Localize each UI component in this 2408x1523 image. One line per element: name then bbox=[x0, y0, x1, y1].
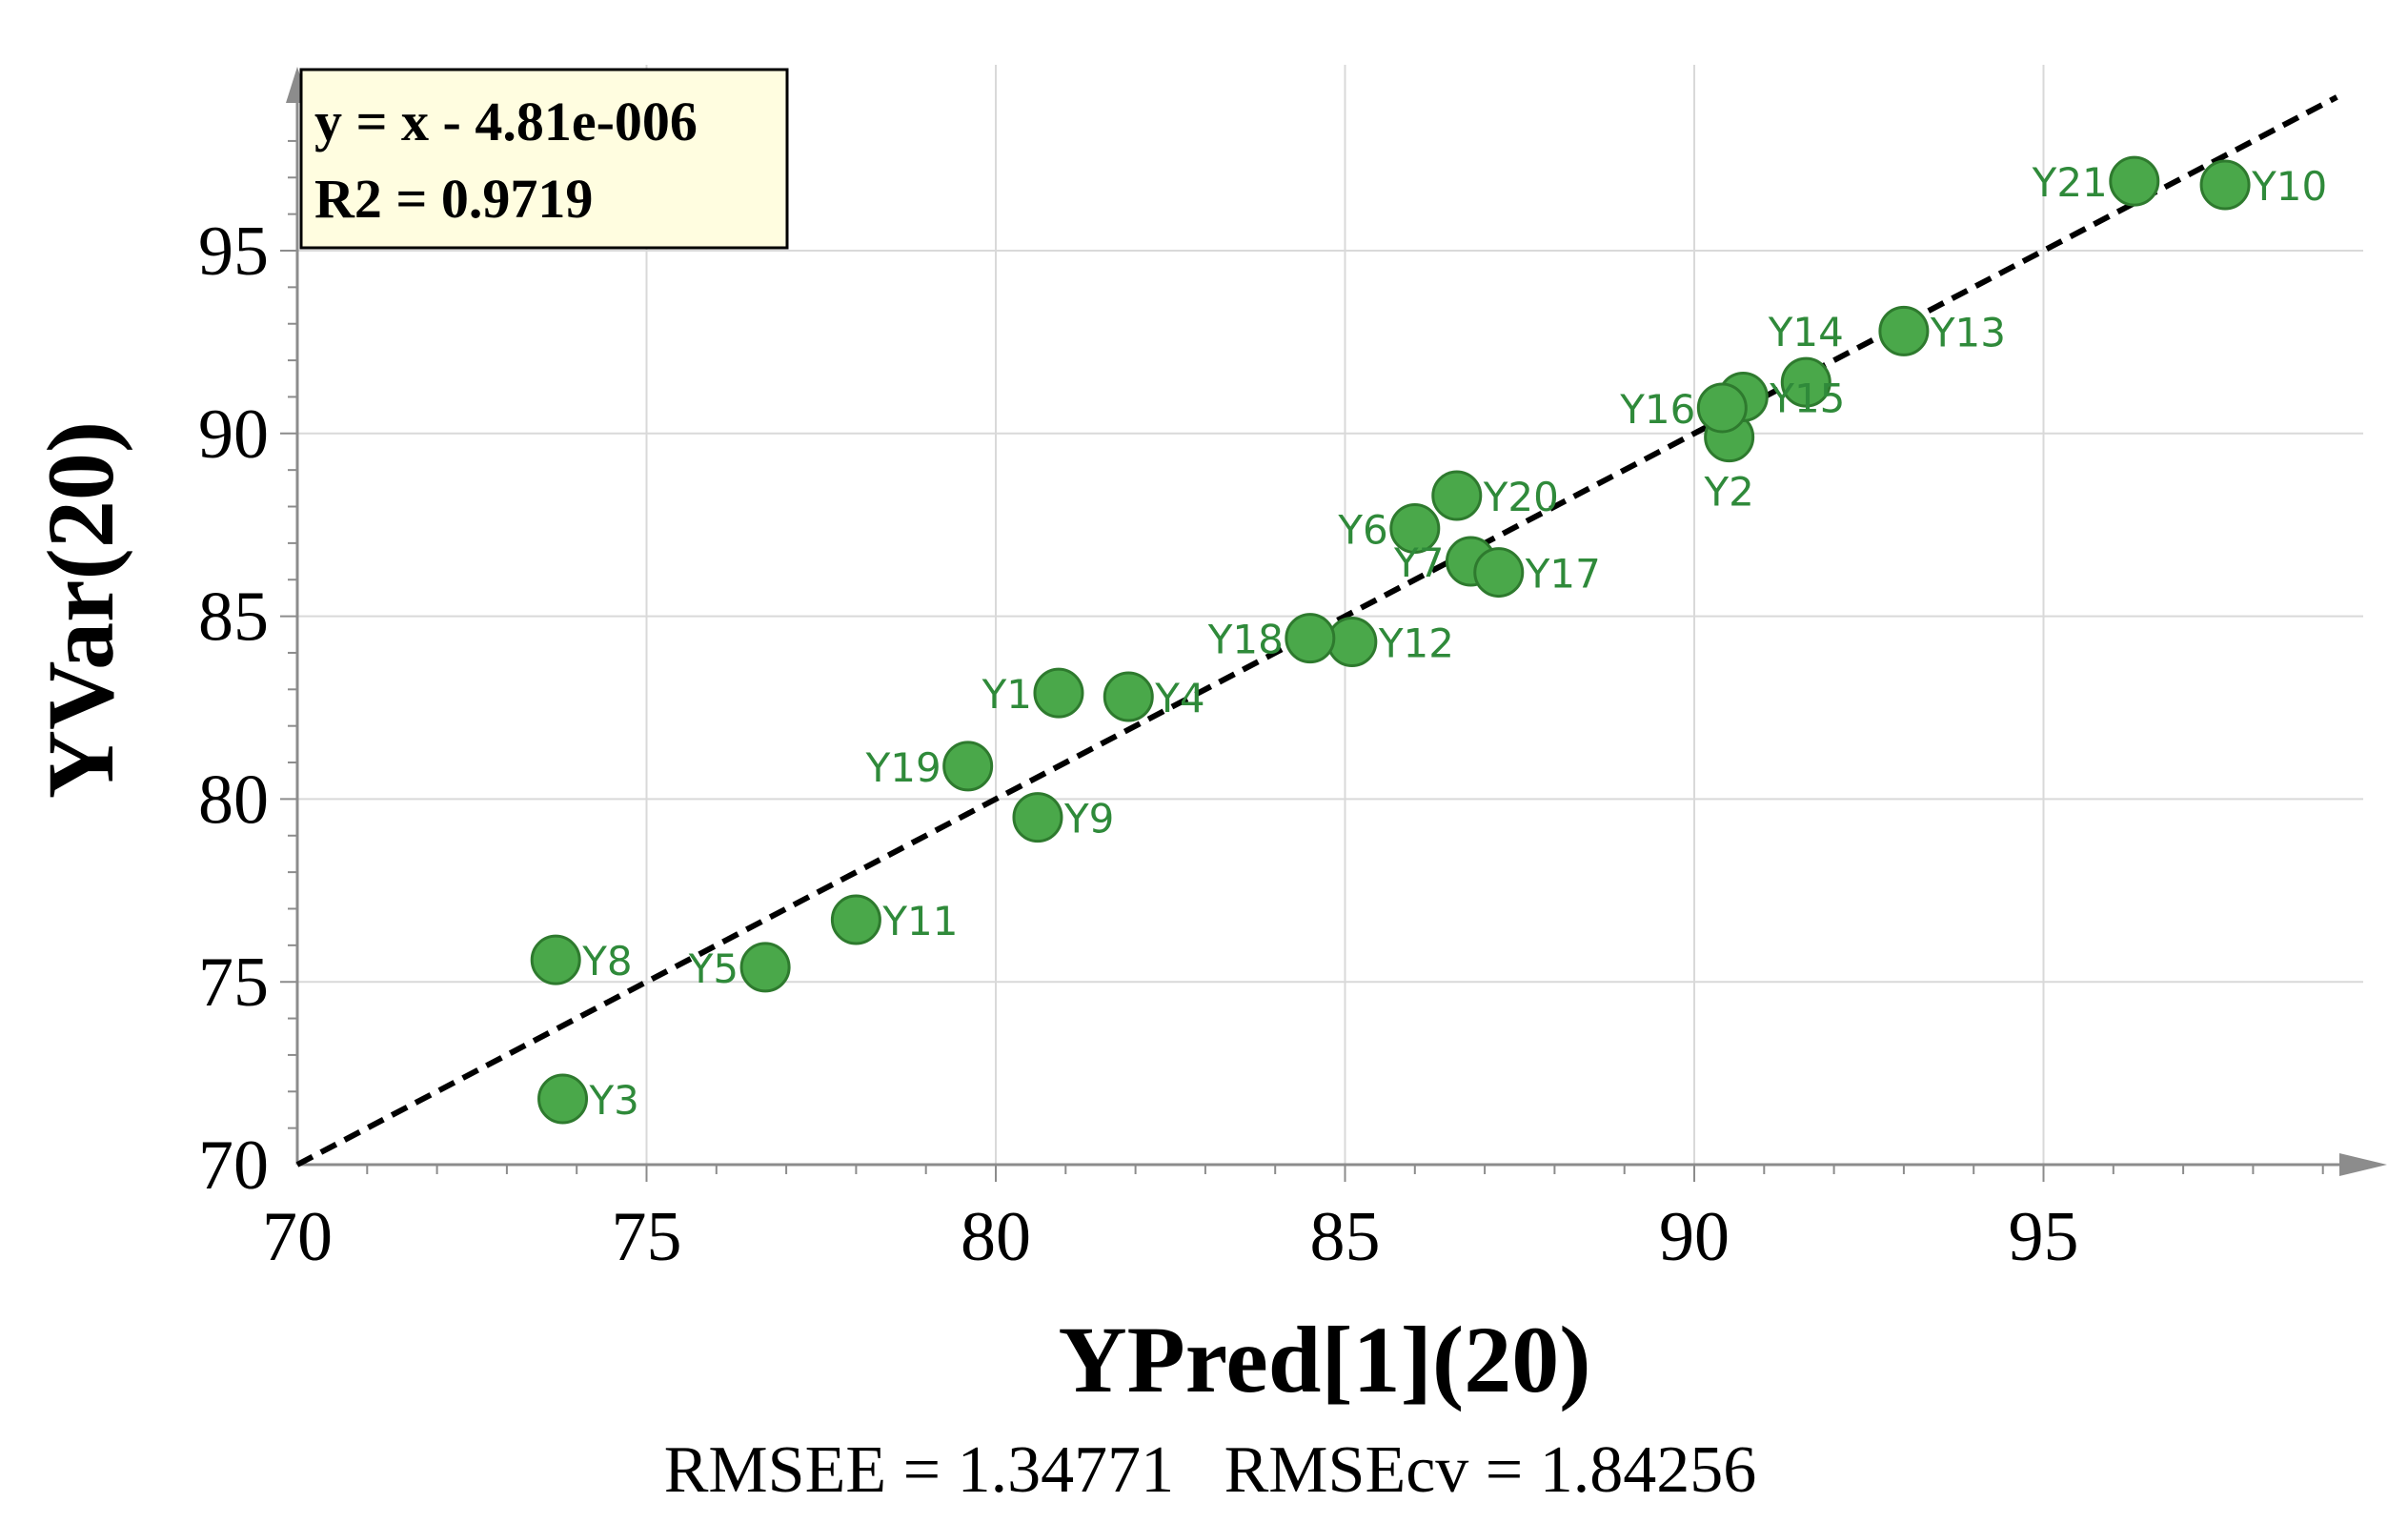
data-point bbox=[1103, 671, 1154, 722]
x-tick-label: 90 bbox=[1659, 1198, 1730, 1276]
data-point bbox=[1878, 305, 1930, 356]
data-point-label: Y21 bbox=[2032, 159, 2108, 206]
y-tick-label: 85 bbox=[198, 579, 269, 657]
y-tick-label: 75 bbox=[198, 944, 269, 1022]
data-point bbox=[2109, 155, 2160, 207]
data-point-label: Y20 bbox=[1483, 474, 1559, 520]
data-point-label: Y12 bbox=[1378, 619, 1454, 666]
y-axis-title: YVar(20) bbox=[28, 421, 133, 799]
data-point-label: Y16 bbox=[1619, 386, 1695, 433]
fit-equation: y = x - 4.81e-006 bbox=[314, 91, 698, 152]
data-point bbox=[1033, 667, 1084, 719]
data-point bbox=[1696, 382, 1748, 434]
data-point-label: Y15 bbox=[1769, 375, 1845, 421]
x-tick-label: 85 bbox=[1310, 1198, 1381, 1276]
data-point-label: Y3 bbox=[589, 1077, 639, 1124]
y-tick-label: 95 bbox=[198, 213, 269, 291]
rmse-footer: RMSEE = 1.34771 RMSEcv = 1.84256 bbox=[664, 1433, 1757, 1507]
data-point-label: Y4 bbox=[1154, 675, 1204, 721]
data-point bbox=[1285, 613, 1336, 664]
data-point bbox=[537, 1073, 589, 1125]
data-point-label: Y17 bbox=[1525, 551, 1601, 598]
data-point-label: Y2 bbox=[1703, 469, 1753, 516]
x-tick-label: 80 bbox=[961, 1198, 1031, 1276]
data-point-label: Y18 bbox=[1207, 617, 1284, 663]
y-tick-label: 80 bbox=[198, 761, 269, 839]
y-tick-label: 90 bbox=[198, 396, 269, 474]
data-point bbox=[1326, 616, 1378, 667]
data-point-label: Y8 bbox=[581, 938, 632, 985]
points-layer bbox=[530, 155, 2251, 1125]
data-point bbox=[1012, 792, 1063, 843]
x-axis-arrow bbox=[2339, 1153, 2387, 1176]
data-point bbox=[942, 741, 994, 792]
axes-layer: 70 75 80 85 90 95 70 75 80 85 90 95 bbox=[198, 67, 2387, 1276]
data-point bbox=[1431, 470, 1483, 521]
x-tick-label: 95 bbox=[2009, 1198, 2079, 1276]
data-point-label: Y1 bbox=[981, 671, 1032, 718]
fit-annotation-box: y = x - 4.81e-006 R2 = 0.9719 bbox=[299, 68, 789, 250]
data-point bbox=[1473, 547, 1525, 599]
data-point-label: Y11 bbox=[881, 898, 958, 944]
data-point bbox=[830, 894, 881, 945]
data-point-label: Y7 bbox=[1393, 539, 1444, 586]
data-point-label: Y10 bbox=[2251, 163, 2327, 210]
x-tick-label: 70 bbox=[262, 1198, 333, 1276]
data-point bbox=[2199, 159, 2251, 211]
y-tick-label: 70 bbox=[198, 1127, 269, 1205]
data-point-label: Y13 bbox=[1930, 309, 2006, 355]
data-point bbox=[1389, 503, 1441, 555]
data-point bbox=[530, 934, 581, 985]
x-tick-label: 75 bbox=[612, 1198, 682, 1276]
data-point bbox=[739, 942, 791, 993]
data-point-label: Y5 bbox=[688, 945, 739, 992]
data-point-label: Y9 bbox=[1063, 796, 1114, 843]
fit-r2: R2 = 0.9719 bbox=[314, 168, 593, 230]
data-point-label: Y14 bbox=[1768, 309, 1844, 355]
data-point bbox=[1780, 356, 1831, 408]
data-point-label: Y19 bbox=[865, 744, 941, 791]
x-axis-title: YPred[1](20) bbox=[1058, 1307, 1590, 1412]
data-point-label: Y6 bbox=[1337, 507, 1387, 554]
